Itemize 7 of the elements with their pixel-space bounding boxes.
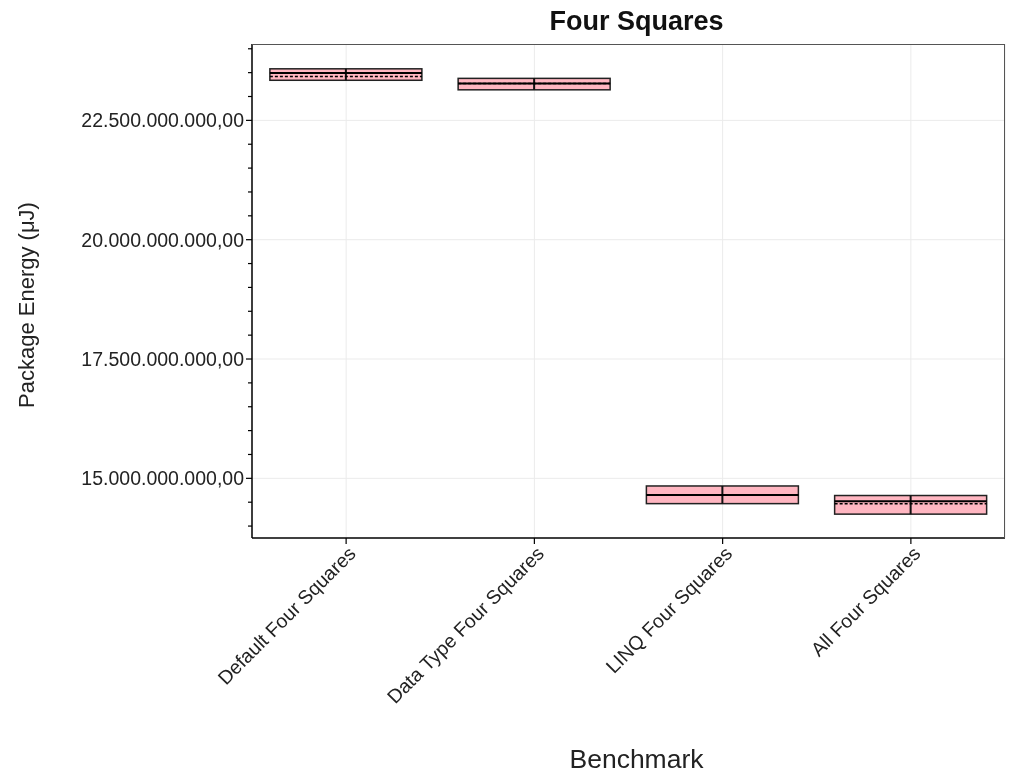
y-tick-label: 20.000.000.000,00 [81,228,245,251]
y-tick-label: 15.000.000.000,00 [81,467,245,490]
y-tick-label: 17.500.000.000,00 [81,347,245,370]
y-tick-label: 22.500.000.000,00 [81,109,245,132]
x-axis-title: Benchmark [569,744,705,774]
chart-title: Four Squares [548,5,725,38]
y-axis-title: Package Energy (μJ) [13,202,39,408]
